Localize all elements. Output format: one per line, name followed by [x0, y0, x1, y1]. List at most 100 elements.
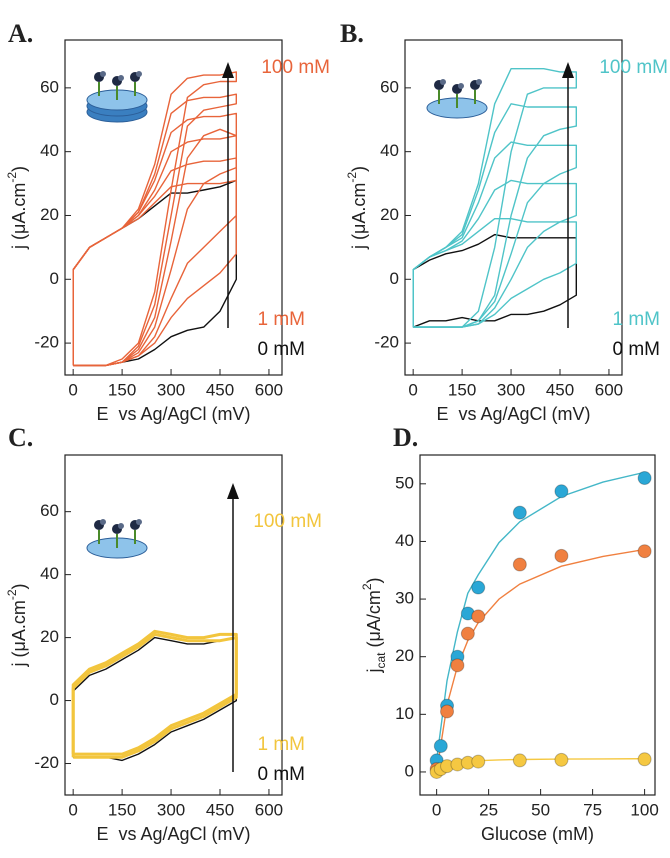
y-axis-label-part: 2	[360, 583, 374, 590]
y-tick-label: 20	[40, 205, 59, 224]
x-tick-label: 150	[108, 380, 136, 399]
annotation: 100 mM	[253, 511, 322, 532]
x-axis-label: E vs Ag/AgCl (mV)	[96, 404, 250, 424]
plot-frame	[419, 454, 656, 796]
y-axis-label-part: j (μA.cm	[349, 183, 369, 250]
y-tick-label: 40	[40, 564, 59, 583]
y-tick-label: -20	[34, 333, 59, 352]
y-axis-label-part: -2	[345, 172, 359, 183]
enzyme-cofactor	[100, 71, 106, 77]
x-tick-label: 50	[531, 800, 550, 819]
y-tick-label: 20	[40, 627, 59, 646]
y-axis-label: jcat (μA/cm2)	[360, 577, 388, 673]
cv-curve	[412, 68, 577, 328]
y-tick-label: 60	[380, 77, 399, 96]
electrode-icon	[426, 79, 488, 119]
x-tick-label: 600	[255, 380, 283, 399]
data-point	[554, 548, 569, 563]
y-axis-label-part: j	[364, 669, 384, 674]
data-point	[554, 484, 569, 499]
annotation: 0 mM	[258, 339, 306, 360]
y-tick-label: -20	[374, 333, 399, 352]
x-tick-label: 100	[630, 800, 658, 819]
annotation: 0 mM	[258, 764, 306, 785]
y-axis-label-part: j (μA.cm	[9, 183, 29, 250]
cv-curve	[71, 629, 238, 756]
y-axis-label: j (μA.cm-2)	[5, 166, 29, 250]
arrow-head	[562, 62, 574, 78]
y-tick-label: 60	[40, 77, 59, 96]
data-point	[460, 626, 475, 641]
x-tick-label: 0	[68, 800, 77, 819]
y-axis-label-part: )	[349, 166, 369, 172]
y-axis-label-part: (μA/cm	[364, 590, 384, 652]
panel-label: B.	[340, 19, 364, 48]
enzyme-cofactor	[458, 83, 464, 89]
electrode-icon	[86, 71, 148, 123]
x-axis-label: E vs Ag/AgCl (mV)	[96, 824, 250, 844]
y-tick-label: 0	[50, 269, 59, 288]
data-point	[637, 471, 652, 486]
y-tick-label: 40	[380, 141, 399, 160]
panel-label: A.	[8, 19, 33, 48]
x-tick-label: 0	[432, 800, 441, 819]
y-tick-label: -20	[34, 753, 59, 772]
y-axis-label-part: j (μA.cm	[9, 600, 29, 667]
enzyme-cofactor	[136, 71, 142, 77]
annotation: 0 mM	[613, 339, 661, 360]
data-point	[440, 704, 455, 719]
enzyme-cofactor	[118, 523, 124, 529]
y-tick-label: 0	[405, 761, 414, 780]
x-tick-label: 450	[206, 380, 234, 399]
y-tick-label: 10	[395, 704, 414, 723]
y-axis-label-part: )	[364, 577, 384, 583]
x-tick-label: 75	[583, 800, 602, 819]
y-tick-label: 60	[40, 501, 59, 520]
y-tick-label: 40	[395, 531, 414, 550]
x-tick-label: 25	[479, 800, 498, 819]
x-tick-label: 150	[448, 380, 476, 399]
data-point	[450, 658, 465, 673]
x-tick-label: 0	[68, 380, 77, 399]
annotation: 1 mM	[613, 309, 661, 330]
data-point	[512, 753, 527, 768]
plot-frame	[404, 39, 623, 376]
x-tick-label: 300	[497, 380, 525, 399]
annotation: 1 mM	[258, 734, 306, 755]
enzyme-cofactor	[100, 519, 106, 525]
data-point	[637, 544, 652, 559]
x-tick-label: 600	[255, 800, 283, 819]
plot-frame	[64, 454, 283, 796]
data-point	[471, 580, 486, 595]
enzyme-cofactor	[118, 75, 124, 81]
cv-curve	[412, 103, 577, 328]
y-tick-label: 20	[395, 646, 414, 665]
plot-frame	[64, 39, 283, 376]
data-point	[433, 739, 448, 754]
arrow-head	[222, 62, 234, 78]
x-tick-label: 600	[595, 380, 623, 399]
x-tick-label: 450	[206, 800, 234, 819]
cv-curve	[72, 135, 237, 367]
y-tick-label: 0	[50, 690, 59, 709]
x-axis-label: Glucose (mM)	[481, 824, 594, 844]
y-tick-label: 30	[395, 589, 414, 608]
annotation: 1 mM	[258, 309, 306, 330]
cv-curve	[72, 71, 237, 367]
y-tick-label: 20	[380, 205, 399, 224]
y-axis-label-part: cat	[374, 652, 388, 669]
x-tick-label: 300	[157, 800, 185, 819]
annotation: 100 mM	[261, 57, 330, 78]
enzyme-cofactor	[136, 519, 142, 525]
x-tick-label: 0	[408, 380, 417, 399]
y-tick-label: 40	[40, 141, 59, 160]
data-point	[637, 752, 652, 767]
cv-curve	[412, 179, 577, 328]
data-point	[512, 505, 527, 520]
x-tick-label: 300	[157, 380, 185, 399]
y-axis-label-part: -2	[5, 172, 19, 183]
electrode-icon	[86, 519, 148, 559]
y-axis-label-part: -2	[5, 589, 19, 600]
data-point	[471, 609, 486, 624]
